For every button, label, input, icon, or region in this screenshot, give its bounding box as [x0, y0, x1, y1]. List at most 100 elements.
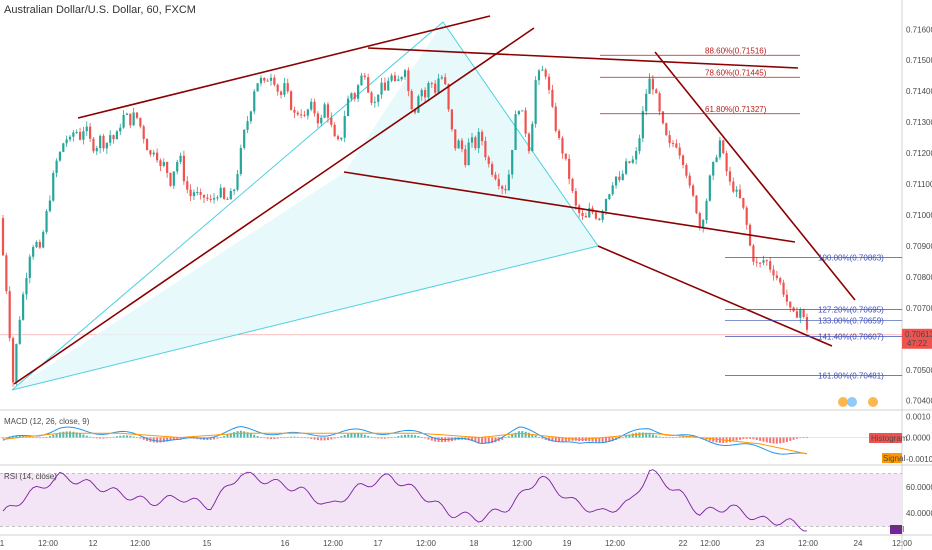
candle-body: [192, 192, 196, 197]
macd-histogram-bar: [762, 437, 765, 442]
candle-body: [685, 164, 688, 176]
macd-histogram-bar: [18, 435, 21, 438]
candle-body: [249, 111, 252, 122]
candle-body: [785, 294, 788, 302]
candle-body: [8, 291, 11, 339]
candle-body: [477, 131, 480, 149]
candle-body: [661, 111, 665, 124]
candle-body: [135, 112, 139, 118]
candle-body: [65, 139, 68, 144]
candle-body: [551, 89, 554, 107]
candle-body: [581, 212, 584, 216]
candle-body: [32, 247, 35, 257]
candle-body: [702, 219, 705, 228]
candle-body: [561, 137, 564, 154]
candle-body: [209, 198, 212, 200]
candle-body: [497, 179, 500, 187]
macd-histogram-bar: [430, 437, 433, 441]
macd-histogram-bar: [62, 431, 65, 438]
candle-body: [102, 135, 105, 149]
candle-body: [202, 194, 206, 198]
candle-body: [464, 149, 467, 166]
candle-body: [695, 195, 698, 214]
candle-body: [470, 137, 474, 143]
macd-histogram-bar: [782, 437, 785, 443]
macd-histogram-bar: [665, 437, 668, 439]
candle-body: [537, 70, 541, 81]
candle-body: [89, 126, 92, 139]
macd-histogram-bar: [749, 437, 752, 439]
candle-body: [82, 131, 85, 140]
macd-histogram-bar: [417, 435, 420, 438]
macd-histogram-bar: [789, 437, 792, 441]
candle-body: [28, 256, 31, 279]
candle-body: [360, 75, 363, 86]
candle-body: [182, 155, 185, 182]
macd-histogram-bar: [397, 436, 400, 438]
macd-histogram-bar: [156, 437, 159, 443]
macd-histogram-bar: [139, 437, 142, 439]
macd-histogram-bar: [92, 437, 95, 439]
candle-body: [350, 93, 353, 99]
candle-body: [789, 301, 792, 308]
macd-histogram-bar: [769, 437, 772, 444]
candle-body: [665, 123, 668, 136]
macd-histogram-bar: [477, 437, 480, 444]
candle-body: [323, 104, 326, 118]
macd-histogram-bar: [293, 436, 296, 438]
candle-body: [779, 278, 782, 283]
macd-histogram-bar: [594, 437, 597, 443]
macd-histogram-bar: [759, 437, 762, 441]
macd-histogram-bar: [206, 437, 209, 441]
fib-level-label: 133.00%(0.70659): [818, 317, 884, 326]
candle-body: [316, 113, 319, 124]
rsi-line: [2, 469, 808, 532]
macd-histogram-bar: [728, 437, 731, 443]
macd-histogram-bar: [628, 434, 631, 438]
macd-histogram-bar: [115, 436, 118, 438]
candle-body: [430, 83, 433, 85]
candle-body: [410, 91, 413, 110]
candle-body: [367, 77, 370, 93]
macd-histogram-bar: [504, 437, 507, 439]
candle-body: [145, 139, 149, 151]
candle-body: [273, 77, 276, 85]
candle-body: [196, 192, 199, 194]
macd-histogram-bar: [514, 432, 517, 438]
macd-histogram-bar: [775, 437, 778, 444]
pattern-outline: [11, 21, 599, 391]
candle-body: [109, 135, 112, 143]
candle-body: [588, 208, 591, 218]
macd-histogram-bar: [638, 432, 641, 438]
macd-tick-label: 0.0000: [906, 434, 931, 443]
macd-histogram-bar: [48, 436, 51, 438]
candle-body: [635, 151, 638, 160]
candle-body: [564, 153, 567, 159]
candle-body: [507, 174, 510, 191]
fib-level-label: 78.60%(0.71445): [705, 68, 767, 77]
time-tick-label: 12:00: [38, 539, 59, 548]
candle-body: [728, 171, 732, 182]
macd-histogram-bar: [129, 435, 132, 438]
macd-histogram-bar: [239, 430, 242, 438]
candle-body: [68, 136, 72, 140]
macd-histogram-bar: [353, 433, 356, 438]
candle-body: [735, 189, 738, 192]
time-tick-label: 12:00: [798, 539, 819, 548]
candle-body: [263, 77, 266, 81]
candle-body: [554, 106, 557, 131]
macd-histogram-bar: [259, 437, 262, 438]
candle-body: [226, 198, 229, 200]
macd-histogram-bar: [806, 437, 808, 438]
candle-body: [219, 187, 222, 198]
candle-body: [62, 143, 65, 152]
candle-body: [671, 143, 675, 145]
candle-body: [752, 245, 755, 262]
macd-histogram-bar: [5, 437, 8, 438]
candle-body: [782, 282, 785, 295]
macd-histogram-bar: [286, 436, 289, 438]
candle-body: [300, 114, 303, 116]
candle-body: [732, 181, 735, 192]
